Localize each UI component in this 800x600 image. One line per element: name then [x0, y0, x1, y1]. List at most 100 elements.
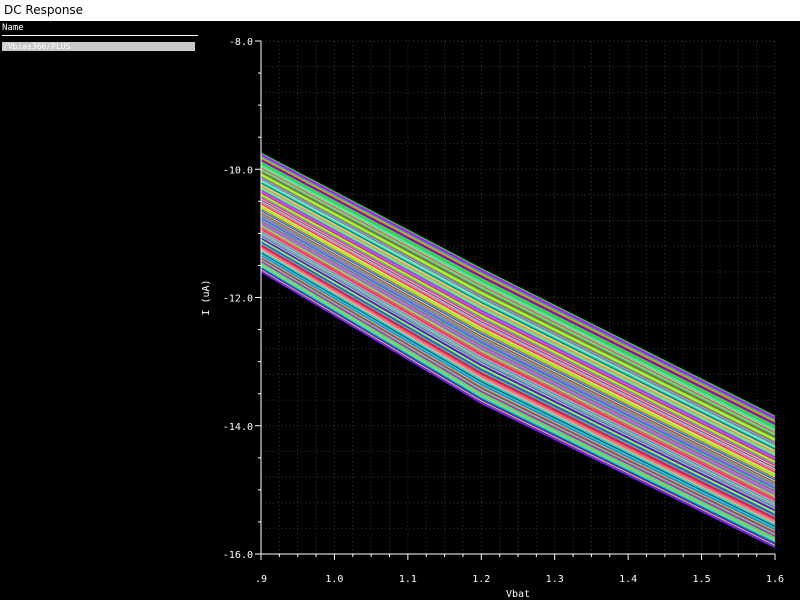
series-line	[260, 219, 776, 491]
series-line	[260, 267, 776, 544]
series-line	[260, 251, 776, 527]
x-tick-label: 1.0	[325, 574, 343, 585]
series-line	[260, 226, 776, 499]
series-line	[260, 203, 776, 474]
series-line	[260, 249, 776, 524]
series-line	[260, 183, 776, 451]
series-line	[260, 185, 776, 454]
series-line	[260, 173, 776, 440]
series-line	[260, 265, 776, 542]
series-line	[260, 204, 776, 475]
series-line	[260, 218, 776, 490]
series-line	[260, 255, 776, 531]
series-line	[260, 206, 776, 477]
series-line	[260, 177, 776, 445]
series-line	[260, 190, 776, 459]
series-line	[260, 225, 776, 498]
series-line	[260, 270, 776, 548]
series-line	[260, 247, 776, 522]
series-line	[260, 231, 776, 504]
series-line	[260, 232, 776, 506]
legend-panel: Name /Vbias366/PLUS	[0, 21, 200, 600]
series-line	[260, 181, 776, 449]
series-line	[260, 227, 776, 500]
y-tick-label: -10.0	[223, 165, 253, 176]
y-tick-label: -8.0	[229, 37, 253, 48]
series-line	[260, 156, 776, 422]
series-line	[260, 261, 776, 538]
series-line	[260, 196, 776, 466]
series-line	[260, 271, 776, 549]
series-line	[260, 237, 776, 511]
series-line	[260, 224, 776, 497]
series-line	[260, 241, 776, 515]
series-line	[260, 208, 776, 479]
series-line	[260, 215, 776, 487]
series-line	[260, 213, 776, 485]
y-axis-label: I (uA)	[201, 279, 212, 315]
series-line	[260, 195, 776, 465]
series-group	[260, 152, 776, 549]
series-line	[260, 210, 776, 481]
x-tick-label: 1.3	[546, 574, 564, 585]
series-line	[260, 167, 776, 434]
series-line	[260, 250, 776, 525]
series-line	[260, 170, 776, 437]
y-tick-label: -12.0	[223, 294, 253, 305]
series-line	[260, 155, 776, 420]
axes	[255, 40, 776, 560]
series-line	[260, 207, 776, 478]
series-line	[260, 169, 776, 436]
series-line	[260, 269, 776, 546]
series-line	[260, 240, 776, 514]
series-line	[260, 159, 776, 425]
series-line	[260, 161, 776, 427]
series-line	[260, 244, 776, 519]
series-line	[260, 260, 776, 536]
series-line	[260, 197, 776, 467]
series-line	[260, 256, 776, 532]
series-line	[260, 211, 776, 482]
series-line	[260, 264, 776, 541]
series-line	[260, 191, 776, 460]
series-line	[260, 238, 776, 512]
x-tick-label: .9	[255, 574, 267, 585]
series-line	[260, 221, 776, 493]
x-axis-label: Vbat	[506, 589, 530, 600]
series-line	[260, 153, 776, 418]
series-line	[260, 236, 776, 510]
y-tick-label: -14.0	[223, 422, 253, 433]
series-line	[260, 165, 776, 432]
series-line	[260, 157, 776, 423]
series-line	[260, 164, 776, 430]
series-line	[260, 199, 776, 469]
series-line	[260, 152, 776, 417]
series-line	[260, 253, 776, 529]
series-line	[260, 205, 776, 476]
legend-header: Name	[2, 23, 24, 33]
series-line	[260, 163, 776, 429]
series-line	[260, 175, 776, 443]
series-line	[260, 214, 776, 486]
series-line	[260, 168, 776, 435]
series-line	[260, 212, 776, 483]
series-line	[260, 178, 776, 446]
window-title-bar: DC Response	[0, 0, 800, 21]
series-line	[260, 184, 776, 453]
legend-item[interactable]: /Vbias366/PLUS	[2, 42, 195, 51]
window-title: DC Response	[4, 3, 84, 17]
series-line	[260, 259, 776, 535]
series-line	[260, 220, 776, 492]
series-line	[260, 216, 776, 488]
series-line	[260, 179, 776, 447]
series-line	[260, 182, 776, 450]
series-line	[260, 209, 776, 480]
series-line	[260, 201, 776, 471]
series-line	[260, 180, 776, 448]
series-line	[260, 154, 776, 419]
series-line	[260, 268, 776, 545]
series-line	[260, 158, 776, 424]
series-line	[260, 189, 776, 458]
series-line	[260, 252, 776, 528]
